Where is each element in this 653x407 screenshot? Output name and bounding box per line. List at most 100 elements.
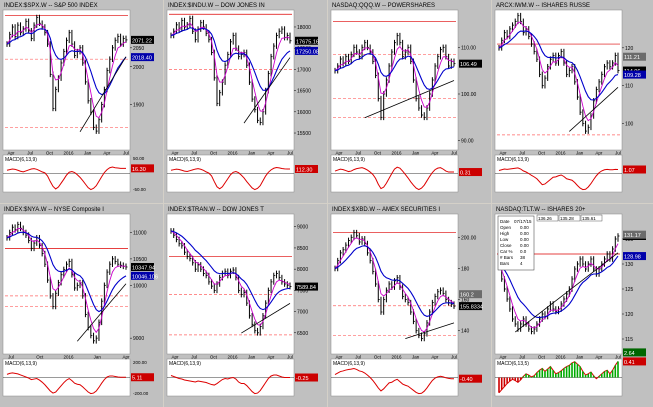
macd-histogram-bar [614, 365, 617, 378]
extra-badge-bg [459, 290, 482, 299]
price-area [166, 213, 295, 355]
price-badge: 106.49 [460, 62, 477, 68]
long-ma-line [498, 30, 619, 101]
long-ma-line [170, 27, 291, 91]
info-row-value: 0.00 [520, 231, 529, 236]
macd-histogram-bar [538, 370, 541, 378]
price-badge-bg [295, 282, 318, 291]
y-tick-label: 10500 [133, 257, 147, 263]
chart-title: NASDAQ:QQQ.W -- POWERSHARES [332, 3, 435, 9]
macd-histogram-bar [598, 376, 600, 378]
info-row-label: # Bars [500, 255, 514, 260]
y-tick-label: 16500 [297, 89, 311, 95]
x-tick-label: Jul [191, 355, 197, 360]
macd-histogram-bar [533, 375, 535, 378]
x-tick-label: Oct [374, 151, 382, 156]
info-row-label: Open [500, 225, 512, 230]
header-value: 135.61 [582, 216, 596, 221]
short-ma-line [170, 230, 291, 326]
macd-badge-bg [295, 373, 318, 382]
macd-histogram-bar [592, 375, 595, 378]
x-tick-label: Apr [267, 355, 275, 360]
macd-line [170, 374, 291, 395]
macd-histogram-bar [587, 373, 590, 378]
trend-line [243, 57, 291, 124]
x-tick-label: Jul [519, 355, 525, 360]
x-tick-label: Oct [538, 151, 546, 156]
macd-title: MACD(6,13,9) [333, 361, 365, 367]
x-tick-label: Oct [210, 151, 218, 156]
chart-title: ARCX:IWM.W -- ISHARES RUSSE [496, 3, 590, 9]
macd-badge-bg [295, 164, 318, 173]
macd-histogram-bar [576, 364, 579, 378]
macd-histogram-bar [530, 376, 533, 378]
macd-badge-bg [623, 357, 646, 366]
macd-histogram-bar [498, 377, 500, 393]
macd-histogram-bar [557, 372, 560, 378]
macd-histogram-bar [611, 370, 614, 378]
macd-histogram-bar [514, 377, 517, 381]
y-tick-label: 18000 [297, 25, 311, 31]
macd-histogram-bar [546, 368, 549, 378]
macd-histogram-bar [527, 375, 530, 378]
y-tick-label: 125 [625, 287, 634, 293]
header-value: 135.28 [560, 216, 574, 221]
macd-tick-label: -50.00 [133, 187, 146, 192]
y-tick-label: 8500 [297, 246, 308, 252]
y-tick-label: 8000 [297, 267, 308, 273]
macd-histogram-bar [617, 361, 619, 378]
extra-badge: 131.17 [624, 233, 641, 239]
chart-panel-8: NASDAQ:TLT.W -- ISHARES 20+1351301251201… [492, 204, 653, 407]
macd-tick-label: -200.00 [133, 391, 149, 396]
price-badge-bg [459, 302, 482, 311]
macd-badge: -0.40 [460, 377, 473, 383]
x-tick-label: Jan [576, 355, 584, 360]
extra-badge: 111.21 [624, 55, 640, 61]
ma-badge-bg [131, 271, 154, 280]
macd-badge-bg [459, 374, 482, 383]
macd-histogram-bar [568, 365, 571, 378]
y-tick-label: 16000 [297, 110, 311, 116]
long-ma-line [498, 255, 619, 319]
macd-line [498, 167, 619, 191]
macd-badge-bg [623, 165, 646, 174]
macd-badge-bg [459, 168, 482, 177]
y-tick-label: 110.00 [461, 45, 476, 51]
macd-line [334, 368, 454, 395]
x-tick-label: 2016 [227, 355, 238, 360]
x-tick-label: Apr [171, 355, 179, 360]
extra-badge-bg [623, 230, 646, 239]
macd-title: MACD(6,13,9) [5, 361, 37, 367]
macd-histogram-bar [609, 373, 611, 378]
x-tick-label: Jan [412, 151, 420, 156]
price-badge-bg [131, 262, 154, 271]
macd-histogram-bar [541, 368, 544, 378]
trend-line [569, 87, 619, 132]
y-tick-label: 7000 [297, 310, 308, 316]
macd-histogram-bar [579, 366, 581, 378]
macd-histogram-bar [517, 377, 519, 383]
header-box [558, 214, 581, 222]
header-box [536, 214, 559, 222]
price-area [494, 9, 623, 151]
macd-histogram-bar [522, 376, 525, 378]
x-tick-label: 2016 [391, 355, 402, 360]
extra-badge-bg [623, 52, 646, 61]
y-tick-label: 160 [461, 298, 470, 304]
chart-title: NASDAQ:TLT.W -- ISHARES 20+ [496, 207, 586, 213]
price-badge: 2071.22 [132, 38, 152, 44]
x-tick-label: 2016 [555, 151, 566, 156]
macd-title: MACD(6,13,9) [5, 157, 37, 163]
price-badge: 7589.84 [296, 285, 316, 291]
macd-line [6, 166, 126, 191]
price-badge-bg [131, 35, 154, 44]
x-tick-label: Apr [595, 151, 603, 156]
info-date-label: Date [500, 219, 510, 224]
price-badge-bg [459, 59, 482, 68]
y-tick-label: 11000 [133, 230, 147, 236]
chart-panel-6: INDEX:$TRAN.W -- DOW JONES T 9000 8500 8000… [164, 204, 327, 407]
ma-badge: 2018.40 [132, 56, 152, 62]
y-tick-label: 200.00 [461, 235, 477, 241]
chart-title: INDEX:$TRAN.W -- DOW JONES T [168, 207, 264, 213]
macd-tick-label: 200.00 [133, 360, 147, 365]
